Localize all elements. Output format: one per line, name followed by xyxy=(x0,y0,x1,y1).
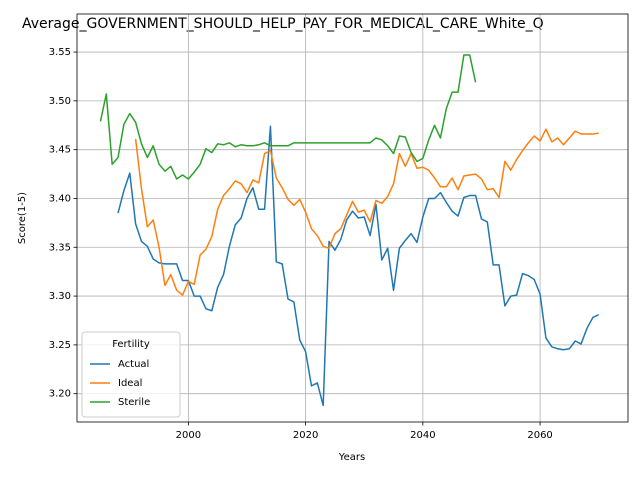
legend: Fertility Actual Ideal Sterile xyxy=(81,331,181,418)
legend-box xyxy=(81,331,181,418)
x-tick-label: 2040 xyxy=(410,430,435,441)
y-tick-label: 3.40 xyxy=(49,193,71,204)
series-line xyxy=(134,128,599,296)
lines xyxy=(99,54,600,407)
x-tick-label: 2060 xyxy=(527,430,552,441)
legend-label: Actual xyxy=(118,359,149,370)
legend-label: Sterile xyxy=(118,397,150,408)
series-line xyxy=(99,54,477,180)
x-tick-label: 2020 xyxy=(293,430,318,441)
y-tick-label: 3.55 xyxy=(49,47,71,58)
series-line xyxy=(117,125,600,407)
y-tick-label: 3.50 xyxy=(49,96,71,107)
legend-title: Fertility xyxy=(112,339,150,350)
y-axis-label: Score(1-5) xyxy=(17,192,28,244)
x-axis-label: Years xyxy=(338,452,365,463)
y-tick-label: 3.45 xyxy=(49,145,71,156)
plot-frame xyxy=(76,13,629,423)
chart-title: Average_GOVERNMENT_SHOULD_HELP_PAY_FOR_M… xyxy=(22,16,544,32)
legend-label: Ideal xyxy=(118,378,142,389)
x-tick-label: 2000 xyxy=(176,430,201,441)
y-tick-label: 3.20 xyxy=(49,389,71,400)
y-tick-label: 3.30 xyxy=(49,291,71,302)
y-tick-label: 3.35 xyxy=(49,242,71,253)
y-tick-label: 3.25 xyxy=(49,340,71,351)
